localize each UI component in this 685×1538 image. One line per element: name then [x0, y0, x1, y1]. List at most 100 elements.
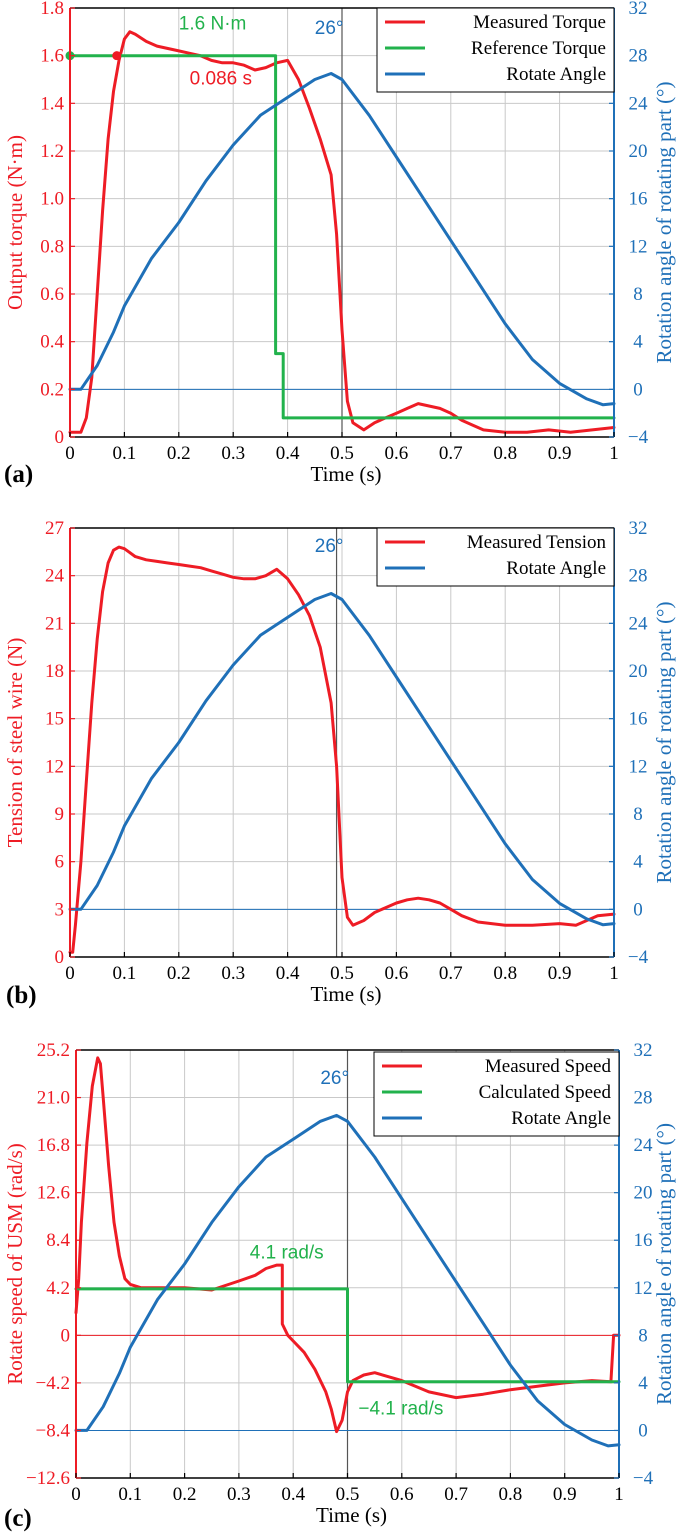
y-right-tick-label: 20 — [629, 661, 648, 682]
y-right-tick-label: 32 — [634, 1040, 653, 1061]
data-marker — [112, 51, 122, 61]
x-tick-label: 0.1 — [113, 963, 137, 984]
x-axis-title: Time (s) — [311, 982, 382, 1006]
y-left-tick-label: 21.0 — [37, 1088, 70, 1109]
y-right-tick-label: 4 — [638, 1373, 648, 1394]
y-left-tick-label: 12.6 — [37, 1183, 70, 1204]
y-right-tick-label: 20 — [629, 141, 648, 162]
x-tick-label: 0.2 — [167, 443, 191, 464]
y-left-tick-label: 0.2 — [40, 379, 64, 400]
y-right-tick-label: 4 — [633, 332, 643, 353]
y-left-tick-label: 0 — [55, 427, 65, 448]
x-axis-title: Time (s) — [316, 1503, 387, 1527]
y-left-tick-label: 9 — [55, 804, 65, 825]
y-right-tick-label: 20 — [634, 1183, 653, 1204]
y-right-tick-label: 12 — [629, 756, 648, 777]
y-left-tick-label: 27 — [45, 518, 64, 539]
chart-annotation: −4.1 rad/s — [358, 1399, 443, 1420]
y-right-axis-title: Rotation angle of rotating part (°) — [652, 602, 676, 884]
chart-annotation: 1.6 N·m — [179, 13, 247, 34]
y-left-tick-label: 0.6 — [40, 284, 64, 305]
x-tick-label: 0.3 — [221, 443, 245, 464]
y-left-tick-label: 8.4 — [46, 1230, 70, 1251]
x-tick-label: 0.7 — [439, 963, 463, 984]
x-tick-label: 0 — [71, 1484, 81, 1505]
y-right-axis-title: Rotation angle of rotating part (°) — [652, 1123, 676, 1405]
x-tick-label: 0.9 — [553, 1484, 577, 1505]
x-tick-label: 0.1 — [113, 443, 137, 464]
x-tick-label: 0.2 — [173, 1484, 197, 1505]
y-right-tick-label: −4 — [628, 947, 649, 968]
y-right-tick-label: 28 — [629, 566, 648, 587]
x-tick-label: 0.4 — [276, 963, 300, 984]
chart-panel-2: 0 0.1 0.2 0.3 0.4 0.5 0.6 0.7 0.8 0.9 1 0 3 6 9 12 15 18 2… — [3, 518, 676, 1009]
y-left-tick-label: −4.2 — [36, 1373, 70, 1394]
y-right-tick-label: −4 — [628, 427, 649, 448]
x-tick-label: 0.6 — [385, 443, 409, 464]
y-left-tick-label: 16.8 — [37, 1135, 70, 1156]
y-right-tick-label: 28 — [634, 1088, 653, 1109]
y-left-tick-label: −12.6 — [26, 1468, 70, 1489]
y-right-tick-label: 32 — [629, 0, 648, 19]
y-left-tick-label: 3 — [55, 899, 65, 920]
series-line-measured-tension — [68, 545, 616, 954]
legend-entry: Measured Torque — [473, 12, 606, 33]
y-left-tick-label: 4.2 — [46, 1278, 70, 1299]
y-right-tick-label: 0 — [633, 379, 643, 400]
y-left-tick-label: 1.6 — [40, 46, 64, 67]
panel-label: (a) — [4, 461, 33, 488]
x-tick-label: 0.9 — [548, 963, 572, 984]
x-tick-label: 0.4 — [276, 443, 300, 464]
x-tick-label: 0.7 — [439, 443, 463, 464]
x-tick-label: 0.1 — [118, 1484, 142, 1505]
legend-entry: Measured Speed — [485, 1056, 612, 1077]
y-left-tick-label: 0.4 — [40, 332, 64, 353]
panel-label: (b) — [6, 982, 37, 1009]
y-left-tick-label: 0.8 — [40, 236, 64, 257]
series-line-calculated-speed — [74, 1287, 621, 1384]
y-left-tick-label: 18 — [45, 661, 64, 682]
x-tick-label: 0.5 — [330, 443, 354, 464]
panel-label: (c) — [4, 1505, 32, 1532]
series-line-rotate-angle — [68, 592, 616, 927]
x-tick-label: 0.7 — [444, 1484, 468, 1505]
chart-panel-3: 0 0.1 0.2 0.3 0.4 0.5 0.6 0.7 0.8 0.9 1 −12.6 −8.4 −4… — [3, 1040, 676, 1532]
y-left-tick-label: 6 — [55, 852, 65, 873]
y-right-tick-label: 8 — [633, 284, 643, 305]
series-line-rotate-angle — [68, 72, 616, 407]
y-left-axis-title: Tension of steel wire (N) — [3, 638, 27, 848]
x-tick-label: 0.5 — [330, 963, 354, 984]
x-tick-label: 0.5 — [336, 1484, 360, 1505]
legend-entry: Reference Torque — [471, 38, 606, 59]
y-left-tick-label: 15 — [45, 709, 64, 730]
chart-annotation: 4.1 rad/s — [250, 1242, 324, 1263]
legend-entry: Calculated Speed — [479, 1082, 612, 1103]
y-right-axis-title: Rotation angle of rotating part (°) — [652, 82, 676, 364]
y-left-tick-label: 24 — [45, 566, 65, 587]
x-tick-label: 0.4 — [281, 1484, 305, 1505]
x-tick-label: 0.6 — [385, 963, 409, 984]
x-tick-label: 1 — [609, 443, 619, 464]
y-right-tick-label: 12 — [634, 1278, 653, 1299]
y-right-tick-label: 16 — [629, 189, 648, 210]
x-tick-label: 0.3 — [221, 963, 245, 984]
y-left-tick-label: 21 — [45, 613, 64, 634]
legend-entry: Rotate Angle — [511, 1108, 611, 1129]
chart-annotation: 26° — [320, 1068, 349, 1089]
x-tick-label: 1 — [609, 963, 619, 984]
series-line-rotate-angle — [74, 1113, 621, 1448]
y-left-tick-label: −8.4 — [36, 1420, 71, 1441]
series-line-reference-torque — [68, 54, 616, 420]
y-right-tick-label: 12 — [629, 236, 648, 257]
chart-annotation: 26° — [315, 18, 344, 39]
y-right-tick-label: −4 — [633, 1468, 654, 1489]
y-left-tick-label: 1.8 — [40, 0, 64, 19]
y-left-tick-label: 1.0 — [40, 189, 64, 210]
x-tick-label: 0.6 — [390, 1484, 414, 1505]
chart-annotation: 0.086 s — [190, 68, 252, 89]
y-left-tick-label: 12 — [45, 756, 64, 777]
y-right-tick-label: 24 — [629, 93, 649, 114]
y-right-tick-label: 16 — [634, 1230, 653, 1251]
y-left-tick-label: 1.2 — [40, 141, 64, 162]
